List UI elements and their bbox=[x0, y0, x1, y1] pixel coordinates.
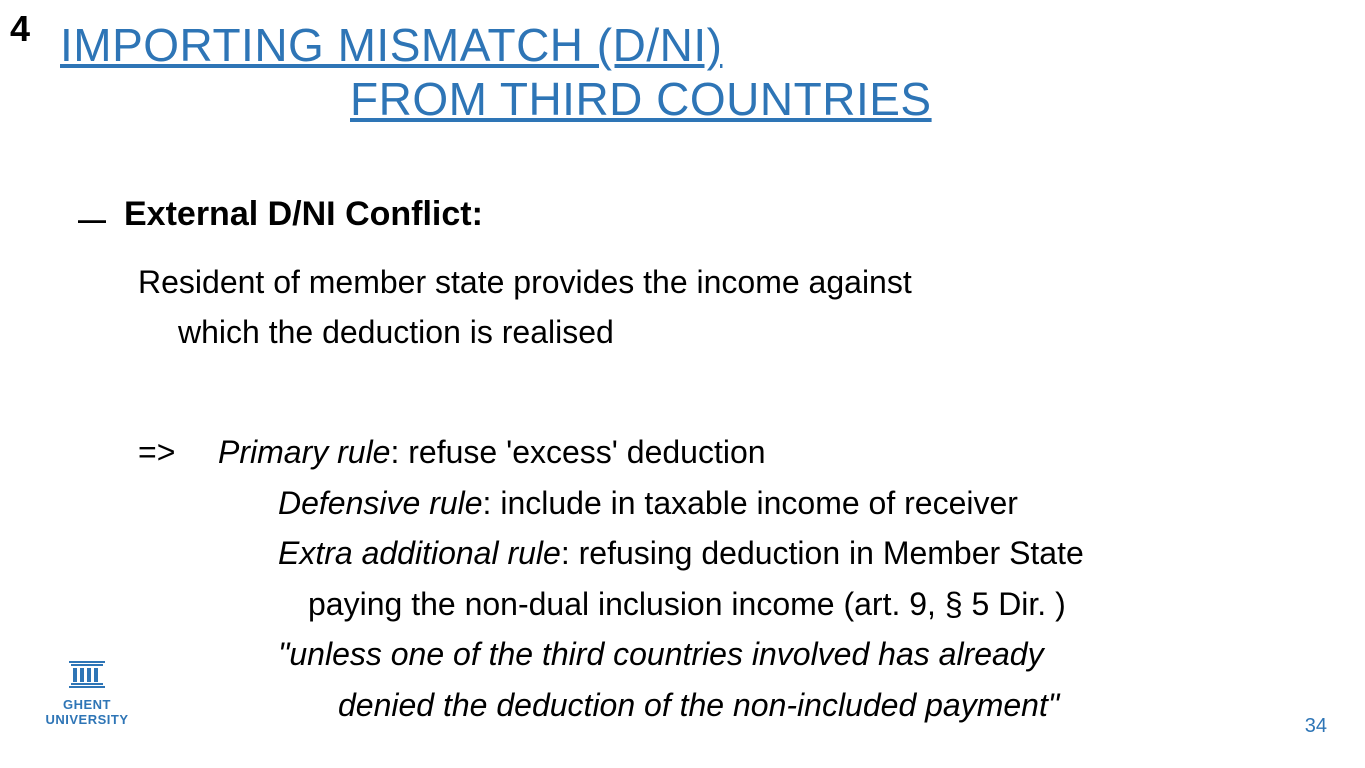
primary-rule-label: Primary rule bbox=[218, 434, 390, 470]
rule-extra-cont: paying the non-dual inclusion income (ar… bbox=[138, 579, 1325, 630]
quote-line-2: denied the deduction of the non-included… bbox=[138, 680, 1325, 731]
defensive-rule-label: Defensive rule bbox=[278, 485, 483, 521]
rule-primary: => Primary rule: refuse 'excess' deducti… bbox=[138, 427, 1325, 478]
rule-defensive: Defensive rule: include in taxable incom… bbox=[138, 478, 1325, 529]
title-line-1: IMPORTING MISMATCH (D/NI) bbox=[60, 18, 1325, 72]
extra-rule-text: : refusing deduction in Member State bbox=[561, 535, 1084, 571]
body-line-2: which the deduction is realised bbox=[78, 308, 1325, 358]
slide-title: IMPORTING MISMATCH (D/NI) FROM THIRD COU… bbox=[60, 18, 1325, 126]
slide-number-top: 4 bbox=[10, 8, 30, 50]
defensive-rule-text: : include in taxable income of receiver bbox=[483, 485, 1018, 521]
university-logo: GHENT UNIVERSITY bbox=[42, 659, 132, 728]
bullet-dash-icon: — bbox=[78, 206, 106, 234]
extra-rule-label: Extra additional rule bbox=[278, 535, 561, 571]
page-number: 34 bbox=[1305, 715, 1327, 738]
content-area: — External D/NI Conflict: Resident of me… bbox=[78, 195, 1325, 730]
title-line-2: FROM THIRD COUNTRIES bbox=[60, 72, 1325, 126]
building-icon bbox=[42, 659, 132, 694]
quote-line-1: "unless one of the third countries invol… bbox=[138, 629, 1325, 680]
bullet-heading: — External D/NI Conflict: bbox=[78, 195, 1325, 234]
rule-extra: Extra additional rule: refusing deductio… bbox=[138, 528, 1325, 579]
primary-rule-text: : refuse 'excess' deduction bbox=[390, 434, 765, 470]
logo-text-line-2: UNIVERSITY bbox=[42, 713, 132, 728]
heading-text: External D/NI Conflict: bbox=[124, 195, 483, 234]
logo-text-line-1: GHENT bbox=[42, 698, 132, 713]
arrow-icon: => bbox=[138, 427, 218, 478]
rules-block: => Primary rule: refuse 'excess' deducti… bbox=[78, 427, 1325, 730]
body-line-1: Resident of member state provides the in… bbox=[78, 258, 1325, 308]
